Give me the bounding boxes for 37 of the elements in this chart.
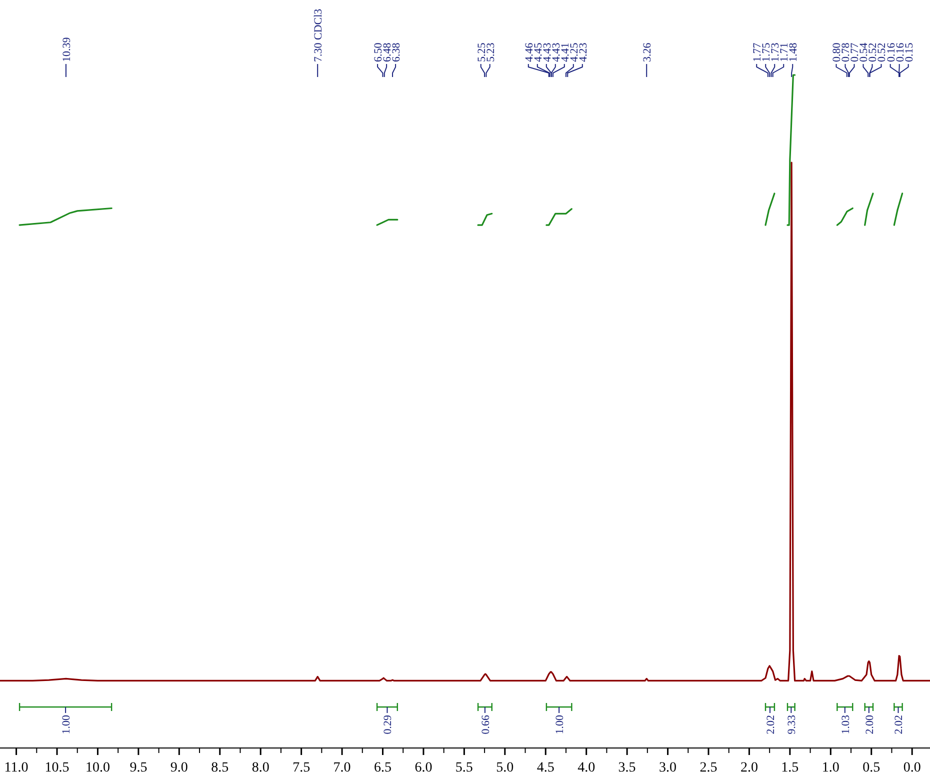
x-tick-label: 11.0 <box>4 760 28 772</box>
x-tick-label: 8.0 <box>252 760 270 772</box>
annotation: 2.02 <box>893 715 906 734</box>
x-tick-label: 4.0 <box>578 760 596 772</box>
x-tick-label: 1.5 <box>781 760 799 772</box>
x-tick-label: 0.5 <box>862 760 880 772</box>
annotation: 9.33 <box>786 714 798 734</box>
annotation: 6.38 <box>390 42 403 62</box>
annotation: 3.26 <box>642 42 654 62</box>
x-tick-label: 1.0 <box>822 760 840 772</box>
annotation: 1.48 <box>788 42 800 62</box>
x-tick-label: 6.0 <box>414 760 432 772</box>
annotation: 0.29 <box>382 714 394 734</box>
x-tick-label: 3.0 <box>659 760 677 772</box>
annotation: 2.02 <box>764 715 777 734</box>
x-tick-label: 10.0 <box>85 760 110 772</box>
x-tick-label: 7.0 <box>333 760 351 772</box>
annotation: 7.30 CDCl3 <box>312 8 325 62</box>
x-tick-label: 5.5 <box>455 760 473 772</box>
x-tick-label: 9.5 <box>130 760 148 772</box>
x-tick-label: 6.5 <box>374 760 392 772</box>
x-tick-label: 2.5 <box>700 760 718 772</box>
x-tick-label: 10.5 <box>44 760 70 772</box>
annotation: 1.03 <box>840 714 852 734</box>
x-tick-label: 7.5 <box>292 760 310 772</box>
x-tick-label: 2.0 <box>740 760 758 772</box>
x-tick-label: 8.5 <box>211 760 229 772</box>
x-tick-label: 4.5 <box>536 760 554 772</box>
annotation: 1.00 <box>60 714 73 734</box>
annotation: 0.66 <box>480 714 492 734</box>
x-tick-label: 3.5 <box>618 760 636 772</box>
annotation: 10.39 <box>60 36 73 62</box>
x-tick-label: 0.0 <box>903 760 921 772</box>
annotation: 2.00 <box>864 714 876 734</box>
x-tick-label: 9.0 <box>170 760 188 772</box>
x-tick-label: 5.0 <box>496 760 514 772</box>
annotation: 1.00 <box>554 714 566 734</box>
